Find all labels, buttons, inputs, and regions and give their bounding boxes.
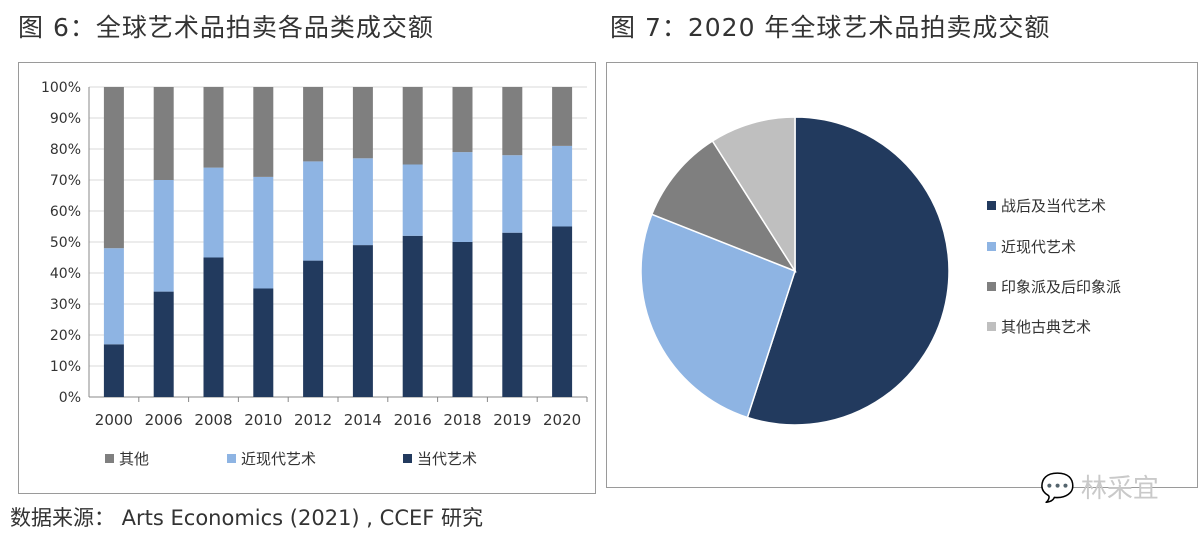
y-tick-label: 70% <box>50 173 81 189</box>
pie-chart-panel: 战后及当代艺术 近现代艺术印象派及后印象派 其他古典艺术 <box>606 62 1198 488</box>
pie-slice-2 <box>650 139 797 273</box>
legend-item: 其他 <box>105 450 149 468</box>
bar-segment-2016-2 <box>402 87 423 165</box>
y-tick-label: 40% <box>50 266 81 282</box>
x-tick-label: 2019 <box>493 411 531 429</box>
bar-segment-2018-0 <box>452 242 473 397</box>
bar-segment-2008-0 <box>203 257 224 397</box>
x-tick-label: 2012 <box>294 411 332 429</box>
bar-segment-2016-0 <box>402 235 423 397</box>
y-tick-label: 20% <box>50 328 81 344</box>
bar-segment-2008-1 <box>203 167 224 258</box>
bar-segment-2018-2 <box>452 87 473 153</box>
figure-6-title: 图 6：全球艺术品拍卖各品类成交额 <box>18 13 434 42</box>
bar-segment-2010-1 <box>253 176 274 289</box>
x-tick-label: 2000 <box>95 411 133 429</box>
bar-segment-2000-2 <box>103 87 124 249</box>
legend-swatch <box>105 454 114 463</box>
bar-segment-2000-0 <box>103 344 124 397</box>
bar-segment-2014-2 <box>352 87 373 159</box>
bar-segment-2010-0 <box>253 288 274 397</box>
legend-item: 近现代艺术 <box>227 450 316 468</box>
stacked-bar-chart-panel: 0% 10% 20% 30% 40% 50% 60% 70% 80% 90% 100% 2000 200… <box>18 62 596 494</box>
bar-segment-2012-0 <box>303 260 324 397</box>
legend-label: 印象派及后印象派 <box>1001 278 1121 296</box>
bar-segment-2016-1 <box>402 164 423 236</box>
legend-label: 其他 <box>119 450 149 468</box>
x-tick-label: 2018 <box>443 411 481 429</box>
x-tick-label: 2010 <box>244 411 282 429</box>
legend-swatch <box>227 454 236 463</box>
x-tick-label: 2014 <box>344 411 382 429</box>
bar-segment-2018-1 <box>452 152 473 242</box>
y-tick-label: 30% <box>50 297 81 313</box>
watermark-text: 林采宜 <box>1080 474 1159 504</box>
pie-legend-item: 近现代艺术 <box>987 238 1076 256</box>
bar-segment-2019-2 <box>502 87 523 156</box>
pie-slice-0 <box>746 116 950 426</box>
bar-segment-2012-1 <box>303 161 324 261</box>
x-tick-label: 2020 <box>543 411 581 429</box>
legend-swatch <box>403 454 412 463</box>
figure-7-title: 图 7：2020 年全球艺术品拍卖成交额 <box>610 13 1051 42</box>
pie-slice-1 <box>640 213 796 419</box>
watermark: 💬 林采宜 <box>1040 468 1159 505</box>
bar-segment-2020-0 <box>552 226 573 397</box>
legend-swatch <box>987 242 996 251</box>
bar-segment-2020-2 <box>552 87 573 146</box>
pie-legend-item: 战后及当代艺术 <box>987 197 1106 215</box>
bar-segment-2010-2 <box>253 87 274 177</box>
y-tick-label: 0% <box>59 390 81 406</box>
bar-segment-2014-1 <box>352 158 373 246</box>
legend-label: 战后及当代艺术 <box>1001 197 1106 215</box>
legend-label: 近现代艺术 <box>1001 238 1076 256</box>
y-tick-label: 50% <box>50 235 81 251</box>
legend-label: 当代艺术 <box>417 450 477 468</box>
bar-segment-2019-1 <box>502 155 523 233</box>
bar-segment-2006-2 <box>153 87 174 180</box>
source-note: 数据来源： Arts Economics (2021) , CCEF 研究 <box>10 506 484 530</box>
bar-segment-2008-2 <box>203 87 224 168</box>
bar-segment-2000-1 <box>103 248 124 345</box>
y-tick-label: 100% <box>41 80 81 96</box>
y-tick-label: 60% <box>50 204 81 220</box>
x-tick-label: 2008 <box>194 411 232 429</box>
bar-segment-2006-1 <box>153 180 174 292</box>
legend-label: 近现代艺术 <box>241 450 316 468</box>
bar-segment-2006-0 <box>153 291 174 397</box>
legend-label: 其他古典艺术 <box>1001 318 1091 336</box>
pie-slice-3 <box>711 116 796 274</box>
x-tick-label: 2006 <box>145 411 183 429</box>
legend-item: 当代艺术 <box>403 450 477 468</box>
y-tick-label: 10% <box>50 359 81 375</box>
stacked-bar-chart: 0% 10% 20% 30% 40% 50% 60% 70% 80% 90% 100% 2000 200… <box>41 80 588 468</box>
x-tick-label: 2016 <box>394 411 432 429</box>
legend-swatch <box>987 282 996 291</box>
bar-segment-2020-1 <box>552 145 573 227</box>
bar-segment-2014-0 <box>352 245 373 397</box>
pie-legend-item: 其他古典艺术 <box>987 318 1091 336</box>
chat-bubble-icon: 💬 <box>1040 471 1075 504</box>
legend-swatch <box>987 322 996 331</box>
y-tick-label: 90% <box>50 111 81 127</box>
legend-swatch <box>987 201 996 210</box>
y-tick-label: 80% <box>50 142 81 158</box>
bar-segment-2012-2 <box>303 87 324 162</box>
bar-segment-2019-0 <box>502 232 523 397</box>
pie-legend-item: 印象派及后印象派 <box>987 278 1121 296</box>
